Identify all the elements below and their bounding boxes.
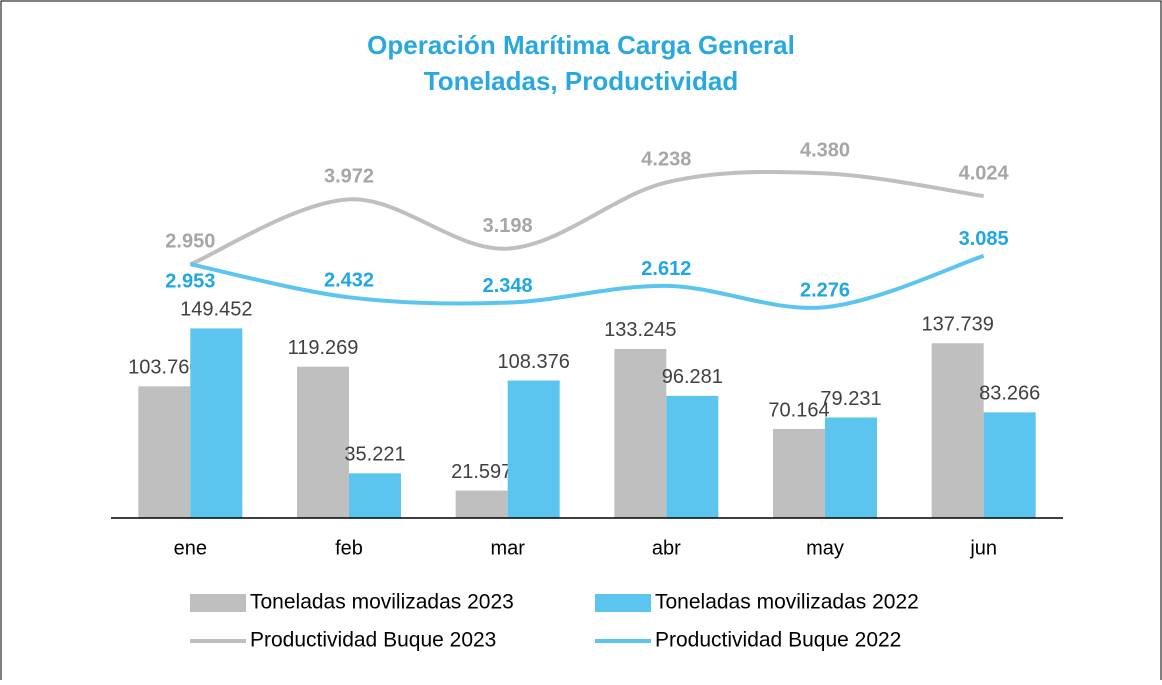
bar-value-label: 96.281 bbox=[662, 366, 723, 388]
legend-label: Toneladas movilizadas 2022 bbox=[655, 591, 919, 614]
bar-value-label: 79.231 bbox=[820, 388, 881, 410]
line-value-label: 2.950 bbox=[165, 231, 215, 253]
bar-value-label: 103.760 bbox=[128, 357, 200, 379]
chart-title: Operación Marítima Carga General bbox=[367, 30, 795, 60]
x-tick-label: abr bbox=[652, 537, 681, 559]
bar bbox=[297, 366, 349, 518]
bar bbox=[825, 417, 877, 518]
legend-label: Toneladas movilizadas 2023 bbox=[250, 591, 514, 614]
bar bbox=[931, 343, 984, 518]
bar-value-label: 119.269 bbox=[288, 337, 359, 359]
bar-value-label: 108.376 bbox=[498, 351, 570, 373]
line-value-label: 2.276 bbox=[800, 280, 850, 302]
x-tick-label: may bbox=[806, 537, 844, 559]
bar-value-label: 35.221 bbox=[344, 444, 405, 466]
bar bbox=[614, 348, 667, 518]
bar-value-label: 83.266 bbox=[979, 383, 1040, 405]
bar-value-label: 133.245 bbox=[604, 319, 676, 341]
bar bbox=[138, 386, 191, 518]
x-tick-label: feb bbox=[335, 537, 363, 559]
x-tick-label: mar bbox=[490, 537, 525, 559]
line-value-label: 2.348 bbox=[483, 275, 533, 297]
legend-swatch bbox=[595, 594, 651, 612]
line-value-label: 4.024 bbox=[959, 162, 1010, 184]
x-tick-label: jun bbox=[969, 537, 997, 559]
bar bbox=[190, 328, 243, 518]
line-value-label: 4.238 bbox=[641, 149, 691, 171]
bar bbox=[349, 473, 401, 518]
bar-value-label: 137.739 bbox=[922, 314, 994, 336]
line-value-label: 3.198 bbox=[483, 215, 533, 237]
legend-swatch bbox=[190, 594, 246, 612]
bar bbox=[666, 395, 719, 518]
chart-title: Toneladas, Productividad bbox=[424, 66, 738, 96]
legend-label: Productividad Buque 2022 bbox=[655, 629, 901, 652]
legend-label: Productividad Buque 2023 bbox=[250, 629, 496, 652]
line-value-label: 3.972 bbox=[324, 166, 374, 188]
line-value-label: 2.432 bbox=[324, 270, 374, 292]
bar-value-label: 149.452 bbox=[180, 299, 252, 321]
bar bbox=[773, 428, 825, 518]
x-tick-label: ene bbox=[174, 537, 207, 559]
line bbox=[189, 253, 985, 310]
line-value-label: 2.953 bbox=[165, 270, 215, 292]
line bbox=[189, 169, 984, 267]
bar-value-label: 70.164 bbox=[768, 399, 829, 421]
bar bbox=[983, 412, 1036, 518]
bar bbox=[455, 490, 508, 518]
line-value-label: 4.380 bbox=[800, 140, 850, 162]
line-value-label: 3.085 bbox=[959, 228, 1009, 250]
bar-value-label: 21.597 bbox=[451, 461, 512, 483]
bar bbox=[507, 380, 560, 518]
line-value-label: 2.612 bbox=[641, 258, 691, 280]
